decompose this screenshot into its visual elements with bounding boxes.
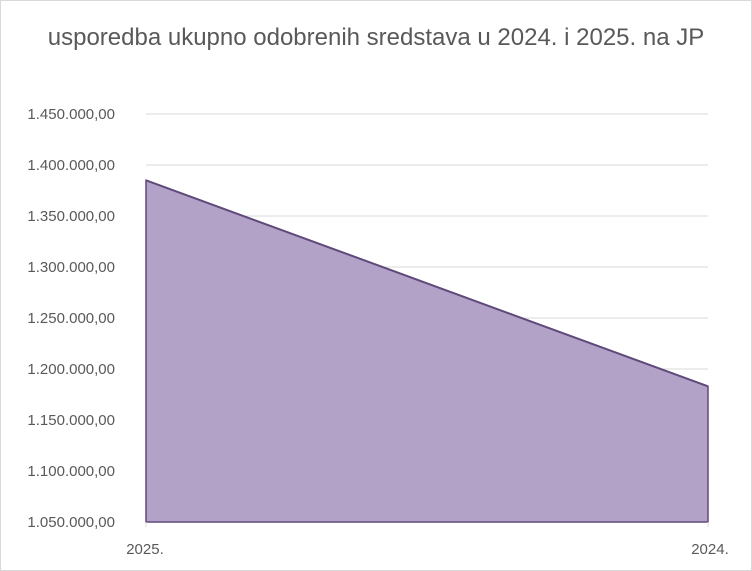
series-line-0 [145,179,709,388]
chart-title: usporedba ukupno odobrenih sredstava u 2… [47,24,705,51]
x-axis: 2025. 2024. [126,522,729,558]
y-axis: 1.050.000,00 1.100.000,00 1.150.000,00 1.20… [27,106,115,531]
area-series-0 [145,179,709,523]
y-tick-label: 1.100.000,00 [27,463,115,480]
y-tick-label: 1.200.000,00 [27,361,115,378]
y-tick-label: 1.400.000,00 [27,157,115,174]
y-tick-label: 1.250.000,00 [27,310,115,327]
area-series [145,179,709,523]
y-tick-label: 1.300.000,00 [27,259,115,276]
y-tick-label: 1.150.000,00 [27,412,115,429]
y-tick-label: 1.350.000,00 [27,208,115,225]
x-tick-label: 2025. [126,541,164,558]
y-tick-label: 1.450.000,00 [27,106,115,123]
x-tick-label: 2024. [691,541,729,558]
y-tick-label: 1.050.000,00 [27,514,115,531]
